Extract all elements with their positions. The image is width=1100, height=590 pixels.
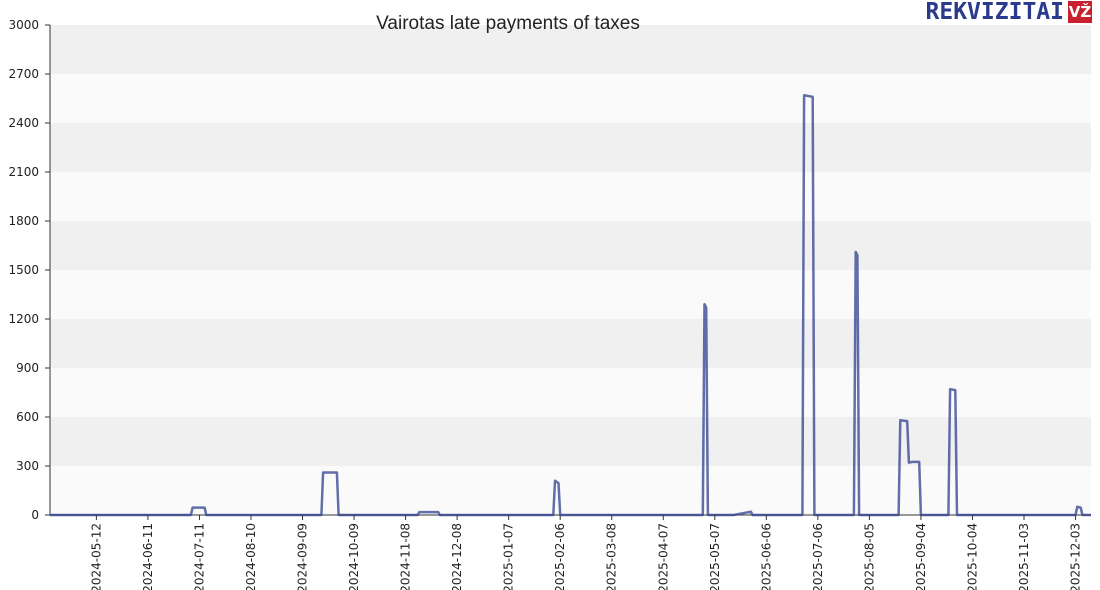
y-axis-ticks: 0 300 600 900 1200 1500 1800 2100 2400 2700 3000 xyxy=(8,18,50,522)
y-tick-label: 2400 xyxy=(8,116,39,130)
grid-band xyxy=(50,74,1091,123)
y-tick-label: 0 xyxy=(31,508,39,522)
x-axis-ticks: 2024-05-12 2024-06-11 2024-07-11 2024-08-10… xyxy=(89,515,1083,590)
grid-bands xyxy=(50,25,1091,515)
x-tick-label: 2025-09-04 xyxy=(914,523,928,590)
grid-band xyxy=(50,319,1091,368)
vz-badge: VŽ xyxy=(1068,1,1092,23)
y-tick-label: 1500 xyxy=(8,263,39,277)
x-tick-label: 2024-11-08 xyxy=(399,523,413,590)
x-tick-label: 2025-08-05 xyxy=(862,523,876,590)
x-tick-label: 2025-03-08 xyxy=(605,523,619,590)
grid-band xyxy=(50,368,1091,417)
y-tick-label: 900 xyxy=(16,361,39,375)
y-tick-label: 300 xyxy=(16,459,39,473)
x-tick-label: 2025-11-03 xyxy=(1017,523,1031,590)
x-tick-label: 2025-01-07 xyxy=(502,523,516,590)
x-tick-label: 2025-06-06 xyxy=(759,523,773,590)
grid-band xyxy=(50,123,1091,172)
x-tick-label: 2024-09-09 xyxy=(296,523,310,590)
x-tick-label: 2025-12-03 xyxy=(1069,523,1083,590)
y-tick-label: 1800 xyxy=(8,214,39,228)
x-tick-label: 2025-07-06 xyxy=(811,523,825,590)
y-tick-label: 600 xyxy=(16,410,39,424)
y-tick-label: 3000 xyxy=(8,18,39,32)
series-group xyxy=(50,93,1091,517)
x-tick-label: 2025-04-07 xyxy=(656,523,670,590)
x-tick-label: 2024-12-08 xyxy=(450,523,464,590)
x-tick-label: 2025-05-07 xyxy=(708,523,722,590)
grid-band xyxy=(50,25,1091,74)
y-tick-label: 1200 xyxy=(8,312,39,326)
rekvizitai-logo[interactable]: REKVIZITAI VŽ xyxy=(926,0,1092,24)
grid-band xyxy=(50,172,1091,221)
logo-text: REKVIZITAI xyxy=(925,0,1064,25)
x-tick-label: 2024-10-09 xyxy=(347,523,361,590)
y-tick-label: 2100 xyxy=(8,165,39,179)
x-tick-label: 2024-08-10 xyxy=(244,523,258,590)
grid-band xyxy=(50,270,1091,319)
x-tick-label: 2024-07-11 xyxy=(192,523,206,590)
x-tick-label: 2024-05-12 xyxy=(89,523,103,590)
grid-band xyxy=(50,417,1091,466)
x-tick-label: 2024-06-11 xyxy=(141,523,155,590)
grid-band xyxy=(50,221,1091,270)
y-tick-label: 2700 xyxy=(8,67,39,81)
x-tick-label: 2025-10-04 xyxy=(965,523,979,590)
x-tick-label: 2025-02-06 xyxy=(553,523,567,590)
chart-title: Vairotas late payments of taxes xyxy=(376,13,640,34)
grid-band xyxy=(50,466,1091,515)
series-line xyxy=(50,93,1091,517)
